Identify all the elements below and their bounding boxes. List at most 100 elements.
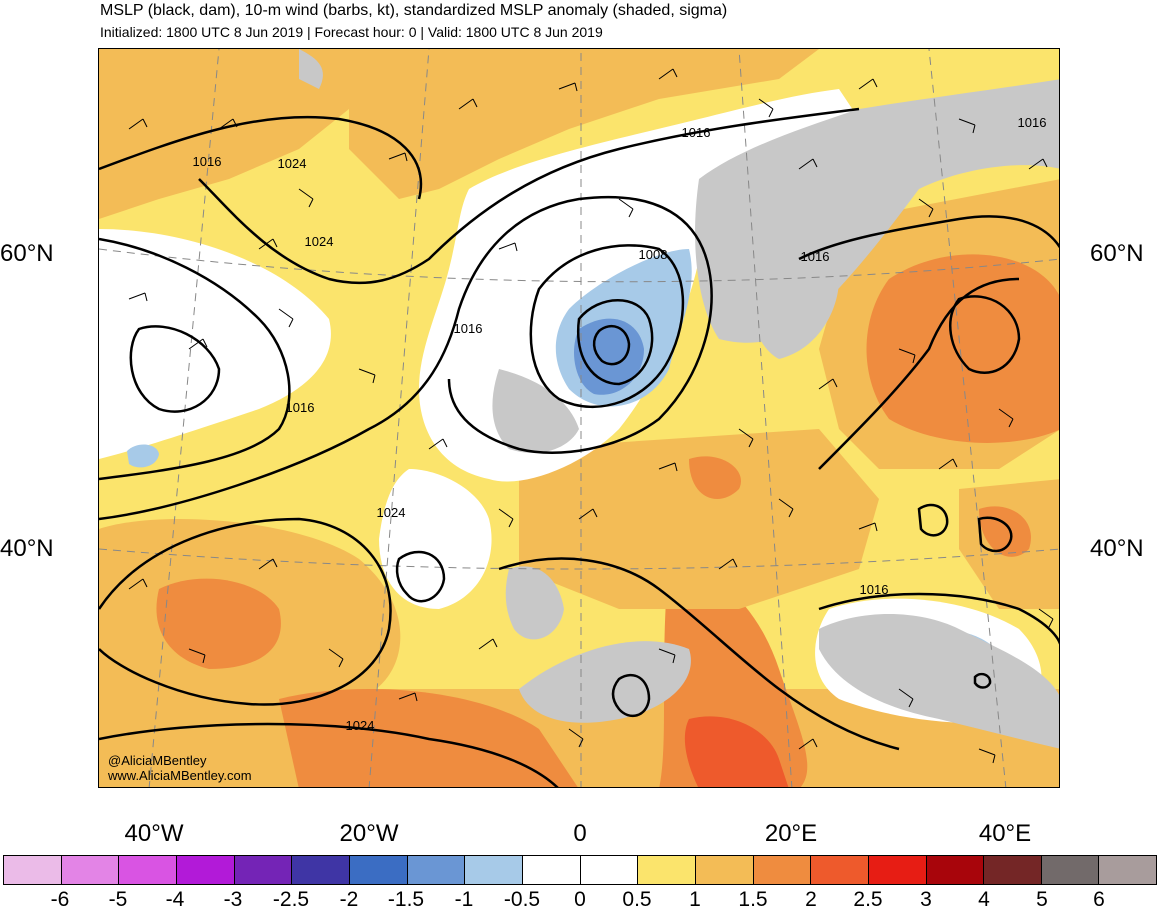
isobar bbox=[611, 673, 651, 718]
contour-label: 1016 bbox=[454, 321, 483, 336]
anomaly-zone bbox=[156, 578, 281, 669]
colorbar-swatch bbox=[61, 856, 120, 884]
land-area bbox=[492, 369, 579, 453]
colorbar-swatch bbox=[984, 856, 1042, 884]
colorbar-swatch bbox=[176, 856, 235, 884]
land-mask bbox=[299, 49, 1059, 749]
colorbar-label: -1.5 bbox=[387, 888, 425, 911]
colorbar-label: 4 bbox=[978, 888, 990, 911]
lat-label-40n-right: 40°N bbox=[1090, 535, 1144, 562]
neutral-zone bbox=[379, 469, 492, 609]
lon-label-0: 0 bbox=[573, 820, 587, 847]
colorbar-swatch bbox=[292, 856, 350, 884]
contour-label: 1016 bbox=[193, 154, 222, 169]
colorbar-label: -5 bbox=[108, 888, 128, 911]
colorbar-label: 2.5 bbox=[853, 888, 883, 911]
isobar bbox=[529, 244, 685, 409]
contour-label: 1024 bbox=[305, 234, 334, 249]
isobar bbox=[498, 557, 900, 751]
credit-site: www.AliciaMBentley.com bbox=[108, 768, 252, 783]
colorbar-swatch bbox=[638, 856, 696, 884]
wind-barbs bbox=[128, 68, 1054, 764]
anomaly-zone bbox=[684, 716, 789, 787]
land-area bbox=[749, 272, 839, 359]
colorbar-swatch bbox=[4, 856, 62, 884]
contour-label: 1024 bbox=[346, 718, 375, 733]
colorbar-swatch bbox=[926, 856, 985, 884]
colorbar-label: 1 bbox=[689, 888, 701, 911]
contour-label: 1024 bbox=[278, 156, 307, 171]
isobar bbox=[99, 237, 291, 481]
contour-label: 1016 bbox=[286, 400, 315, 415]
land-area bbox=[819, 614, 1059, 749]
isobar bbox=[818, 592, 1059, 645]
colorbar-swatch bbox=[349, 856, 408, 884]
colorbar-label: -4 bbox=[165, 888, 185, 911]
contour-label: 1008 bbox=[639, 247, 668, 262]
colorbar-swatch bbox=[234, 856, 293, 884]
lon-label-40e: 40°E bbox=[978, 820, 1032, 847]
map-canvas: 1016 1024 1024 1016 1016 1016 1008 1016 … bbox=[99, 49, 1059, 787]
colorbar-swatch bbox=[753, 856, 812, 884]
colorbar-label: 0.5 bbox=[622, 888, 652, 911]
colorbar-swatch bbox=[580, 856, 639, 884]
lon-label-20e: 20°E bbox=[764, 820, 818, 847]
anomaly-zone bbox=[349, 49, 819, 199]
anomaly-zone bbox=[99, 49, 359, 219]
contour-label: 1016 bbox=[682, 125, 711, 140]
colorbar-swatch bbox=[1041, 856, 1100, 884]
lat-label-60n-left: 60°N bbox=[0, 240, 54, 267]
isobar bbox=[917, 503, 949, 537]
colorbar bbox=[3, 855, 1157, 885]
lon-label-20w: 20°W bbox=[339, 820, 399, 847]
chart-title: MSLP (black, dam), 10-m wind (barbs, kt)… bbox=[100, 2, 728, 19]
contour-labels: 1016 1024 1024 1016 1016 1016 1008 1016 … bbox=[193, 115, 1047, 733]
isobars bbox=[99, 107, 1059, 787]
isobar bbox=[798, 215, 1059, 261]
colorbar-swatch bbox=[868, 856, 927, 884]
colorbar-label: -2 bbox=[339, 888, 359, 911]
isobar bbox=[99, 195, 713, 521]
land-area bbox=[299, 49, 323, 89]
colorbar-swatch bbox=[1099, 856, 1157, 884]
colorbar-label: 3 bbox=[920, 888, 932, 911]
contour-label: 1016 bbox=[860, 582, 889, 597]
colorbar-swatch bbox=[407, 856, 466, 884]
colorbar-swatch bbox=[522, 856, 581, 884]
anomaly-zone bbox=[866, 254, 1059, 443]
isobar bbox=[99, 722, 559, 787]
isobar bbox=[977, 516, 1013, 553]
isobar bbox=[395, 550, 446, 603]
lat-label-60n-right: 60°N bbox=[1090, 240, 1144, 267]
isobar bbox=[592, 324, 631, 366]
lat-label-40n-left: 40°N bbox=[0, 535, 54, 562]
colorbar-label: -0.5 bbox=[503, 888, 541, 911]
land-area bbox=[505, 566, 564, 640]
isobar bbox=[99, 517, 392, 706]
credit-handle: @AliciaMBentley bbox=[108, 753, 207, 768]
chart-subtitle: Initialized: 1800 UTC 8 Jun 2019 | Forec… bbox=[100, 24, 603, 40]
isobar bbox=[973, 672, 992, 689]
colorbar-swatch bbox=[119, 856, 177, 884]
colorbar-swatch bbox=[695, 856, 754, 884]
colorbar-label: -6 bbox=[50, 888, 70, 911]
lon-label-40w: 40°W bbox=[124, 820, 184, 847]
isobar bbox=[99, 115, 423, 200]
colorbar-label: -3 bbox=[223, 888, 243, 911]
contour-label: 1016 bbox=[1018, 115, 1047, 130]
colorbar-label: -1 bbox=[454, 888, 474, 911]
colorbar-label: 5 bbox=[1036, 888, 1048, 911]
colorbar-label: 0 bbox=[574, 888, 586, 911]
isobar bbox=[576, 299, 654, 386]
colorbar-swatch bbox=[811, 856, 869, 884]
contour-label: 1016 bbox=[801, 249, 830, 264]
colorbar-label: 6 bbox=[1093, 888, 1105, 911]
colorbar-swatch bbox=[465, 856, 523, 884]
map-panel[interactable]: 1016 1024 1024 1016 1016 1016 1008 1016 … bbox=[98, 48, 1060, 788]
isobar bbox=[129, 325, 221, 413]
colorbar-label: 2 bbox=[805, 888, 817, 911]
colorbar-label: -2.5 bbox=[272, 888, 310, 911]
anomaly-zone bbox=[689, 456, 741, 499]
contour-label: 1024 bbox=[377, 505, 406, 520]
isobar bbox=[949, 295, 1021, 374]
